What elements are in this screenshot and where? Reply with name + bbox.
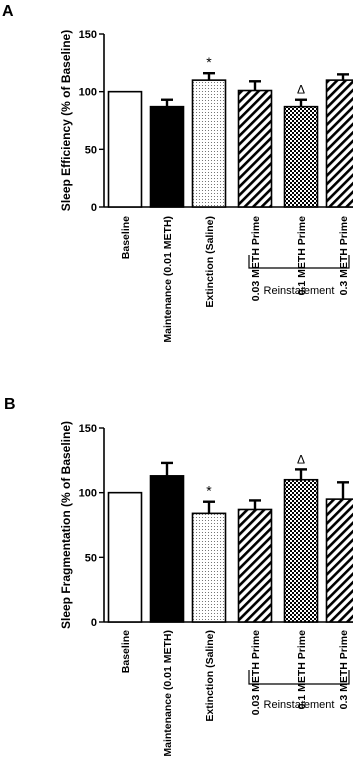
x-tick-label: Baseline xyxy=(120,216,132,259)
y-tick-label: 150 xyxy=(79,29,97,41)
x-tick-label: 0.1 METH Prime xyxy=(296,630,308,710)
bar xyxy=(283,478,319,623)
bar xyxy=(283,105,319,208)
bar xyxy=(237,89,273,208)
panel-b-chart: 0 50 100 150 Sleep Fragmentation (% of Basel… xyxy=(59,421,353,757)
x-tick-label: Baseline xyxy=(120,630,132,673)
bar xyxy=(191,512,227,623)
significance-asterisk: * xyxy=(206,54,212,70)
panel-a-letter: A xyxy=(2,3,14,20)
x-tick-label: Maintenance (0.01 METH) xyxy=(162,216,174,343)
x-tick-label: 0.3 METH Prime xyxy=(338,630,350,710)
x-tick-label: 0.3 METH Prime xyxy=(338,216,350,296)
group-bracket xyxy=(248,255,350,269)
bar xyxy=(149,105,185,208)
panel-b-letter: B xyxy=(4,396,16,413)
group-bracket xyxy=(248,670,350,685)
x-tick-label: Maintenance (0.01 METH) xyxy=(162,630,174,757)
bar xyxy=(325,79,353,208)
bar xyxy=(237,508,273,623)
bar xyxy=(107,491,143,623)
group-label: Reinstatement xyxy=(264,285,335,297)
significance-delta: Δ xyxy=(297,452,305,466)
y-tick-label: 150 xyxy=(79,423,97,435)
x-tick-label: 0.03 METH Prime xyxy=(250,630,262,715)
y-tick-label: 0 xyxy=(91,617,97,629)
y-tick-label: 100 xyxy=(79,87,97,99)
y-axis-label: Sleep Fragmentation (% of Baseline) xyxy=(59,421,73,629)
x-tick-label: Extinction (Saline) xyxy=(204,630,216,722)
panel-a-chart: 0 50 100 150 Sleep Efficiency (% of Baseline… xyxy=(59,29,353,343)
y-tick-label: 0 xyxy=(91,202,97,214)
y-axis-label: Sleep Efficiency (% of Baseline) xyxy=(59,30,73,211)
bar xyxy=(149,475,185,623)
y-tick-label: 50 xyxy=(85,144,97,156)
x-tick-label: 0.03 METH Prime xyxy=(250,216,262,301)
x-tick-label: 0.1 METH Prime xyxy=(296,216,308,296)
significance-asterisk: * xyxy=(206,483,212,499)
significance-delta: Δ xyxy=(297,83,305,97)
y-tick-label: 100 xyxy=(79,488,97,500)
bar xyxy=(107,90,143,208)
x-tick-label: Extinction (Saline) xyxy=(204,216,216,308)
bar xyxy=(325,498,353,623)
bar xyxy=(191,79,227,208)
y-tick-label: 50 xyxy=(85,552,97,564)
group-label: Reinstatement xyxy=(264,699,335,711)
